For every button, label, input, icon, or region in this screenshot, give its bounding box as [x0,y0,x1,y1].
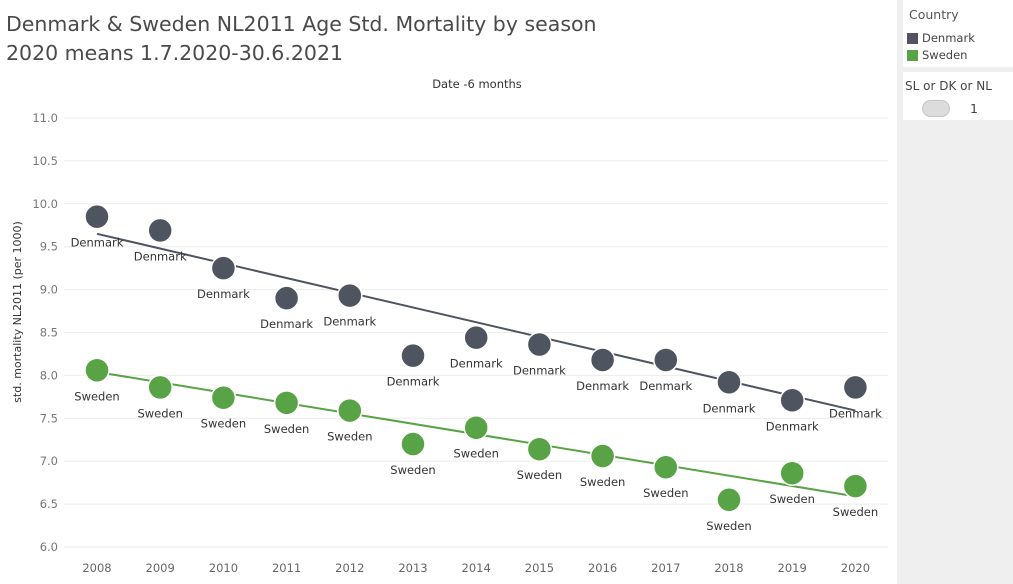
data-label-denmark: Denmark [323,315,376,329]
x-tick-label: 2020 [841,561,870,575]
x-tick-label: 2019 [778,561,807,575]
data-label-denmark: Denmark [829,406,882,420]
x-tick-label: 2013 [398,561,427,575]
data-label-sweden: Sweden [201,417,246,431]
data-point-denmark [779,387,805,414]
data-point-sweden [526,436,553,462]
data-point-denmark [842,374,869,401]
data-label-denmark: Denmark [450,357,503,371]
x-tick-label: 2012 [335,561,364,575]
data-point-sweden [210,384,237,411]
parameter-control: SL or DK or NL 1 [903,72,1013,120]
x-tick-label: 2008 [82,561,111,575]
data-point-sweden [400,431,426,457]
data-point-denmark [273,285,300,311]
data-label-denmark: Denmark [703,401,756,415]
chart-title-block: Denmark & Sweden NL2011 Age Std. Mortali… [6,10,597,68]
y-tick-label: 8.0 [40,368,58,382]
parameter-toggle[interactable] [922,100,950,117]
data-point-sweden [716,487,742,513]
y-tick-label: 11.0 [32,111,58,125]
parameter-value: 1 [970,101,978,116]
data-label-denmark: Denmark [576,379,629,393]
data-label-denmark: Denmark [134,249,187,263]
chart-title-line1: Denmark & Sweden NL2011 Age Std. Mortali… [6,12,597,36]
legend-label-denmark: Denmark [922,31,975,45]
data-point-sweden [463,414,489,441]
data-point-sweden [273,390,300,416]
data-point-denmark [84,203,110,230]
data-point-denmark [337,282,363,309]
y-tick-label: 7.0 [40,454,58,468]
trend-line-denmark [96,232,856,412]
data-point-sweden [147,374,173,401]
data-point-denmark [653,347,679,373]
data-point-denmark [147,217,173,244]
x-tick-label: 2011 [272,561,301,575]
data-label-denmark: Denmark [639,379,692,393]
data-point-denmark [589,347,616,373]
x-tick-label: 2014 [462,561,491,575]
parameter-title: SL or DK or NL [905,79,992,93]
x-tick-label: 2018 [714,561,743,575]
data-label-denmark: Denmark [197,287,250,301]
chart-title-line2: 2020 means 1.7.2020-30.6.2021 [6,41,344,65]
data-label-denmark: Denmark [71,236,124,250]
data-point-sweden [842,473,869,499]
y-tick-label: 8.5 [40,326,58,340]
data-point-sweden [337,397,363,424]
data-label-denmark: Denmark [513,364,566,378]
data-label-sweden: Sweden [264,422,309,436]
data-point-denmark [716,369,742,396]
y-tick-label: 6.0 [40,540,58,554]
legend-title: Country [909,7,959,22]
data-label-sweden: Sweden [327,430,372,444]
y-tick-label: 9.0 [40,283,58,297]
data-label-sweden: Sweden [769,492,814,506]
data-label-sweden: Sweden [580,475,625,489]
scatter-chart: Date -6 months 11.0 10.5 10.0 9.5 9.0 8.5 8.0 7.… [11,77,888,575]
y-tick-label: 10.0 [32,197,58,211]
data-point-denmark [400,342,426,369]
data-label-sweden: Sweden [643,486,688,500]
data-label-sweden: Sweden [453,447,498,461]
y-tick-label: 10.5 [32,154,58,168]
legend-item-sweden[interactable]: Sweden [907,48,967,62]
data-label-denmark: Denmark [387,375,440,389]
data-label-denmark: Denmark [766,419,819,433]
y-tick-label: 7.5 [40,411,58,425]
legend-swatch-sweden [907,49,918,61]
legend-label-sweden: Sweden [922,48,968,62]
x-tick-label: 2010 [209,561,238,575]
x-tick-label: 2015 [525,561,554,575]
y-tick-label: 6.5 [40,497,58,511]
legend-swatch-denmark [907,32,918,44]
data-point-sweden [653,454,679,480]
x-tick-label: 2009 [146,561,175,575]
data-label-sweden: Sweden [137,406,182,420]
chart-subtitle: Date -6 months [432,77,522,91]
data-label-sweden: Sweden [517,468,562,482]
x-tick-label: 2016 [588,561,617,575]
data-point-sweden [84,357,110,384]
legend-item-denmark[interactable]: Denmark [907,31,975,45]
data-point-denmark [526,331,553,358]
country-legend: Country Denmark Sweden [903,0,1013,67]
data-label-sweden: Sweden [390,463,435,477]
data-point-denmark [210,255,237,281]
data-label-sweden: Sweden [74,389,119,403]
data-point-denmark [463,324,489,351]
data-point-sweden [779,460,805,486]
x-tick-label: 2017 [651,561,680,575]
data-label-sweden: Sweden [706,519,751,533]
data-label-sweden: Sweden [833,505,878,519]
y-tick-label: 9.5 [40,240,58,254]
data-point-sweden [589,443,616,469]
y-axis-label: std. mortality NL2011 (per 1000) [11,221,24,403]
data-label-denmark: Denmark [260,317,313,331]
